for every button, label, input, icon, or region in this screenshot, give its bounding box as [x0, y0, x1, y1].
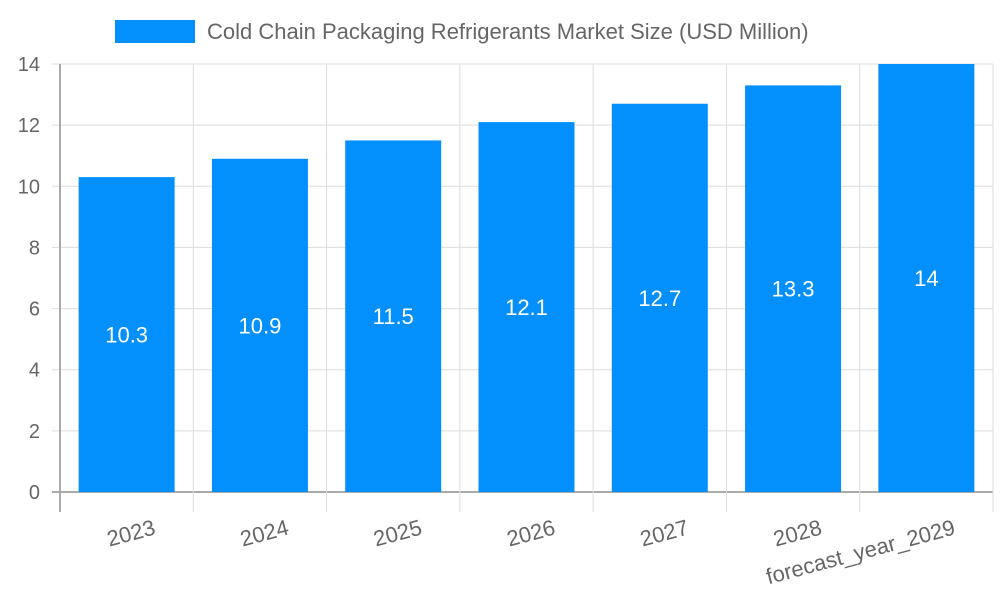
- legend[interactable]: Cold Chain Packaging Refrigerants Market…: [115, 19, 809, 44]
- data-label: 10.3: [105, 323, 148, 348]
- x-tick-label: 2023: [104, 515, 158, 552]
- y-tick-label: 12: [18, 115, 40, 137]
- bar-2023: [78, 177, 175, 492]
- x-tick-label: 2028: [771, 515, 825, 552]
- data-label: 14: [914, 266, 938, 291]
- bars: 10.3 10.9 11.5 12.1 12.7 13.3 14: [78, 64, 975, 493]
- data-label: 11.5: [373, 304, 414, 329]
- bar-2027: [611, 103, 708, 492]
- x-tick-label: 2027: [637, 515, 691, 552]
- x-tick-label: 2024: [237, 515, 291, 552]
- legend-label: Cold Chain Packaging Refrigerants Market…: [207, 19, 809, 44]
- data-label: 12.7: [638, 286, 681, 311]
- y-tick-label: 14: [18, 54, 40, 76]
- bar-2026: [478, 122, 575, 492]
- data-label: 13.3: [772, 277, 815, 302]
- legend-swatch: [115, 20, 195, 43]
- bar-forecast_year_2029: [878, 64, 975, 492]
- data-label: 12.1: [505, 295, 548, 320]
- y-tick-label: 6: [29, 299, 40, 321]
- y-tick-label: 4: [29, 360, 40, 382]
- x-tick-label: 2026: [504, 515, 558, 552]
- data-label: 10.9: [239, 313, 282, 338]
- x-tick-label: 2025: [371, 515, 425, 552]
- y-tick-label: 0: [29, 482, 40, 504]
- bar-2028: [745, 85, 842, 493]
- y-tick-label: 2: [29, 421, 40, 443]
- y-tick-label: 8: [29, 237, 40, 259]
- y-tick-label: 10: [18, 176, 40, 198]
- bar-2024: [211, 158, 308, 492]
- bar-2025: [345, 140, 442, 492]
